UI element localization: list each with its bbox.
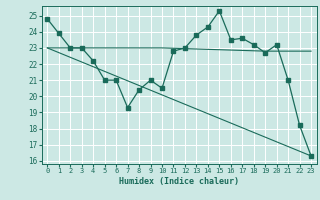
X-axis label: Humidex (Indice chaleur): Humidex (Indice chaleur) [119,177,239,186]
